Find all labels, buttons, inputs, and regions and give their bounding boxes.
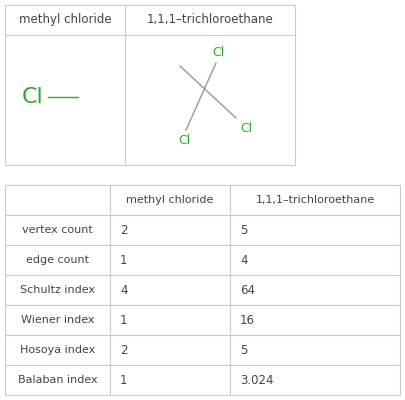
Bar [5, 275, 110, 305]
Bar [5, 335, 110, 365]
Bar [110, 305, 230, 335]
Bar [5, 365, 110, 395]
Bar [230, 365, 400, 395]
Bar [110, 185, 230, 215]
Text: methyl chloride: methyl chloride [19, 14, 111, 26]
Text: edge count: edge count [26, 255, 89, 265]
Text: 3.024: 3.024 [240, 374, 273, 386]
Text: 4: 4 [120, 284, 128, 296]
Text: 2: 2 [120, 224, 128, 236]
Text: 5: 5 [240, 224, 247, 236]
Text: Balaban index: Balaban index [18, 375, 97, 385]
Text: 1: 1 [120, 374, 128, 386]
Text: Hosoya index: Hosoya index [20, 345, 95, 355]
Bar [5, 245, 110, 275]
Bar [230, 335, 400, 365]
Text: 16: 16 [240, 314, 255, 326]
Text: vertex count: vertex count [22, 225, 93, 235]
Bar [5, 5, 125, 35]
Bar [125, 35, 295, 165]
Bar [110, 245, 230, 275]
Text: Schultz index: Schultz index [20, 285, 95, 295]
Text: 1,1,1–trichloroethane: 1,1,1–trichloroethane [147, 14, 273, 26]
Bar [230, 275, 400, 305]
Text: 5: 5 [240, 344, 247, 356]
Bar [230, 245, 400, 275]
Bar [230, 215, 400, 245]
Text: Cl: Cl [212, 46, 224, 59]
Text: 4: 4 [240, 254, 247, 266]
Text: 1: 1 [120, 254, 128, 266]
Text: 1,1,1–trichloroethane: 1,1,1–trichloroethane [256, 195, 375, 205]
Bar [110, 275, 230, 305]
Text: 2: 2 [120, 344, 128, 356]
Bar [110, 365, 230, 395]
Bar [5, 215, 110, 245]
Text: 64: 64 [240, 284, 255, 296]
Bar [125, 5, 295, 35]
Bar [110, 215, 230, 245]
Text: Wiener index: Wiener index [21, 315, 94, 325]
Text: Cl: Cl [240, 122, 252, 135]
Bar [230, 185, 400, 215]
Text: methyl chloride: methyl chloride [126, 195, 214, 205]
Text: Cl: Cl [22, 87, 44, 107]
Bar [230, 305, 400, 335]
Bar [110, 335, 230, 365]
Bar [5, 305, 110, 335]
Bar [5, 185, 110, 215]
Text: 1: 1 [120, 314, 128, 326]
Text: Cl: Cl [178, 134, 190, 147]
Bar [5, 35, 125, 165]
